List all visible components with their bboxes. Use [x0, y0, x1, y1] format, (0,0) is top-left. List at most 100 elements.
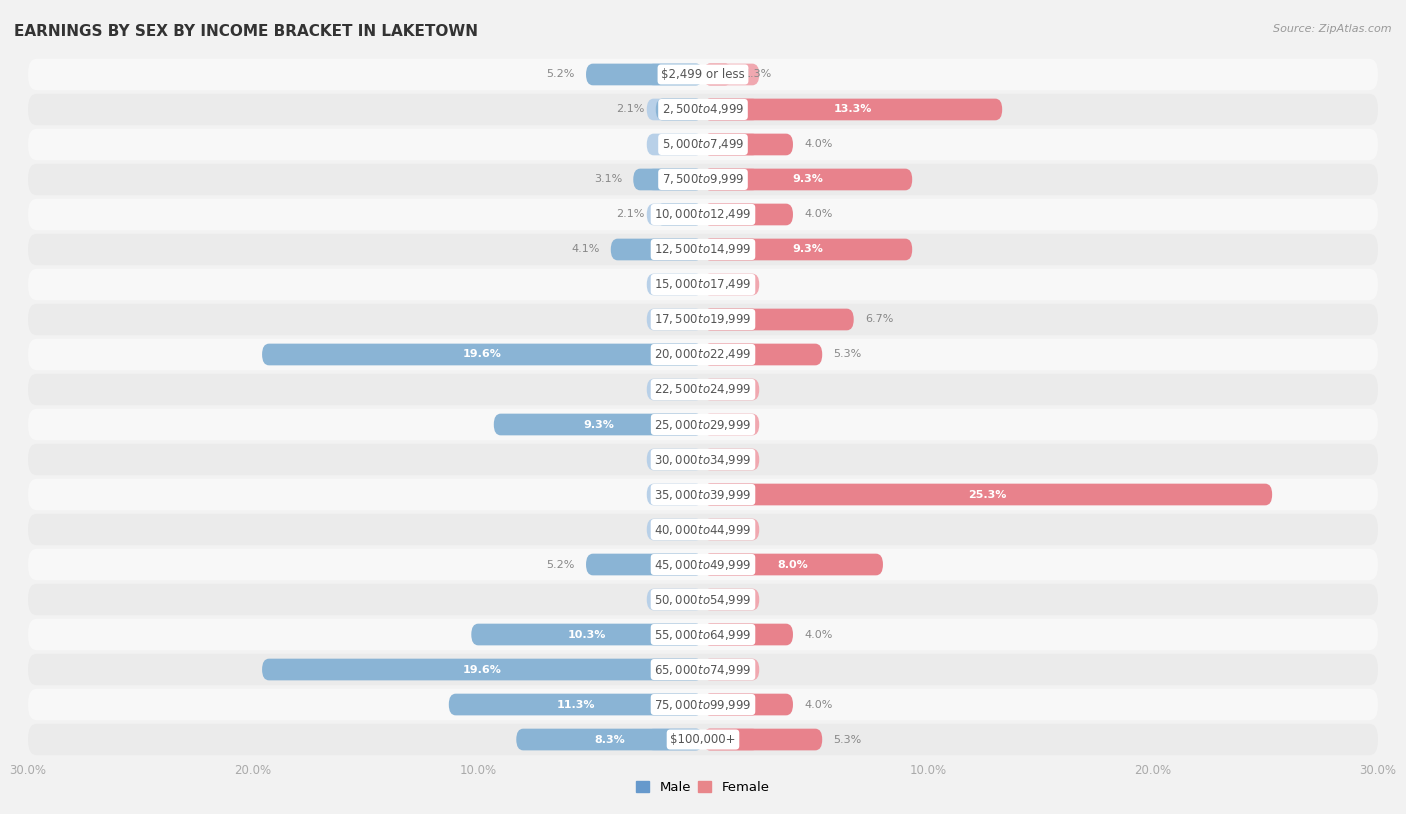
FancyBboxPatch shape	[28, 59, 1378, 90]
FancyBboxPatch shape	[471, 624, 703, 646]
FancyBboxPatch shape	[647, 414, 703, 435]
Text: $10,000 to $12,499: $10,000 to $12,499	[654, 208, 752, 221]
Text: 2.1%: 2.1%	[616, 104, 644, 115]
FancyBboxPatch shape	[703, 379, 759, 400]
FancyBboxPatch shape	[647, 63, 703, 85]
Text: 1.3%: 1.3%	[744, 69, 772, 80]
FancyBboxPatch shape	[703, 449, 759, 470]
FancyBboxPatch shape	[28, 479, 1378, 510]
FancyBboxPatch shape	[703, 414, 759, 435]
FancyBboxPatch shape	[647, 168, 703, 190]
FancyBboxPatch shape	[647, 589, 703, 610]
FancyBboxPatch shape	[28, 199, 1378, 230]
Text: Source: ZipAtlas.com: Source: ZipAtlas.com	[1274, 24, 1392, 34]
FancyBboxPatch shape	[703, 98, 1002, 120]
FancyBboxPatch shape	[703, 98, 759, 120]
FancyBboxPatch shape	[28, 304, 1378, 335]
FancyBboxPatch shape	[703, 168, 912, 190]
FancyBboxPatch shape	[647, 484, 703, 505]
FancyBboxPatch shape	[703, 519, 759, 540]
FancyBboxPatch shape	[703, 554, 759, 575]
FancyBboxPatch shape	[647, 659, 703, 681]
Text: 8.0%: 8.0%	[778, 559, 808, 570]
FancyBboxPatch shape	[703, 204, 793, 225]
Text: EARNINGS BY SEX BY INCOME BRACKET IN LAKETOWN: EARNINGS BY SEX BY INCOME BRACKET IN LAK…	[14, 24, 478, 39]
Text: $35,000 to $39,999: $35,000 to $39,999	[654, 488, 752, 501]
FancyBboxPatch shape	[28, 549, 1378, 580]
FancyBboxPatch shape	[703, 344, 823, 365]
Text: 4.0%: 4.0%	[804, 629, 832, 640]
Text: 0.0%: 0.0%	[714, 279, 742, 290]
Text: $100,000+: $100,000+	[671, 733, 735, 746]
FancyBboxPatch shape	[647, 98, 703, 120]
FancyBboxPatch shape	[647, 133, 703, 155]
FancyBboxPatch shape	[610, 239, 703, 260]
FancyBboxPatch shape	[647, 274, 703, 295]
Text: $17,500 to $19,999: $17,500 to $19,999	[654, 313, 752, 326]
FancyBboxPatch shape	[647, 344, 703, 365]
Text: 9.3%: 9.3%	[792, 244, 823, 255]
Text: 4.1%: 4.1%	[571, 244, 599, 255]
Text: 4.0%: 4.0%	[804, 699, 832, 710]
Text: 0.0%: 0.0%	[714, 419, 742, 430]
FancyBboxPatch shape	[28, 339, 1378, 370]
Text: $55,000 to $64,999: $55,000 to $64,999	[654, 628, 752, 641]
FancyBboxPatch shape	[703, 309, 853, 330]
Text: $15,000 to $17,499: $15,000 to $17,499	[654, 278, 752, 291]
Text: $7,500 to $9,999: $7,500 to $9,999	[662, 173, 744, 186]
Legend: Male, Female: Male, Female	[631, 776, 775, 799]
Text: 19.6%: 19.6%	[463, 664, 502, 675]
Text: 4.0%: 4.0%	[804, 139, 832, 150]
FancyBboxPatch shape	[703, 274, 759, 295]
FancyBboxPatch shape	[516, 729, 703, 751]
Text: 10.3%: 10.3%	[568, 629, 606, 640]
Text: 11.3%: 11.3%	[557, 699, 595, 710]
Text: 5.3%: 5.3%	[834, 349, 862, 360]
FancyBboxPatch shape	[647, 694, 703, 716]
FancyBboxPatch shape	[703, 168, 759, 190]
FancyBboxPatch shape	[28, 374, 1378, 405]
FancyBboxPatch shape	[494, 414, 703, 435]
Text: 6.7%: 6.7%	[865, 314, 893, 325]
Text: 8.3%: 8.3%	[595, 734, 626, 745]
Text: 0.0%: 0.0%	[664, 279, 692, 290]
Text: $65,000 to $74,999: $65,000 to $74,999	[654, 663, 752, 676]
FancyBboxPatch shape	[28, 94, 1378, 125]
FancyBboxPatch shape	[703, 484, 1272, 505]
FancyBboxPatch shape	[262, 344, 703, 365]
FancyBboxPatch shape	[703, 659, 759, 681]
FancyBboxPatch shape	[28, 129, 1378, 160]
Text: $25,000 to $29,999: $25,000 to $29,999	[654, 418, 752, 431]
Text: 0.0%: 0.0%	[714, 594, 742, 605]
FancyBboxPatch shape	[28, 269, 1378, 300]
FancyBboxPatch shape	[703, 729, 823, 751]
FancyBboxPatch shape	[647, 204, 703, 225]
FancyBboxPatch shape	[703, 309, 759, 330]
Text: 5.2%: 5.2%	[547, 559, 575, 570]
Text: $20,000 to $22,499: $20,000 to $22,499	[654, 348, 752, 361]
FancyBboxPatch shape	[647, 379, 703, 400]
FancyBboxPatch shape	[633, 168, 703, 190]
Text: 0.0%: 0.0%	[664, 489, 692, 500]
Text: 0.0%: 0.0%	[664, 314, 692, 325]
Text: $45,000 to $49,999: $45,000 to $49,999	[654, 558, 752, 571]
Text: $2,499 or less: $2,499 or less	[661, 68, 745, 81]
FancyBboxPatch shape	[655, 204, 703, 225]
Text: 0.0%: 0.0%	[714, 524, 742, 535]
Text: $12,500 to $14,999: $12,500 to $14,999	[654, 243, 752, 256]
FancyBboxPatch shape	[647, 239, 703, 260]
FancyBboxPatch shape	[28, 444, 1378, 475]
Text: 2.1%: 2.1%	[616, 209, 644, 220]
Text: $5,000 to $7,499: $5,000 to $7,499	[662, 138, 744, 151]
Text: 9.3%: 9.3%	[792, 174, 823, 185]
FancyBboxPatch shape	[703, 484, 759, 505]
Text: 19.6%: 19.6%	[463, 349, 502, 360]
Text: 0.0%: 0.0%	[714, 454, 742, 465]
Text: 25.3%: 25.3%	[969, 489, 1007, 500]
Text: $2,500 to $4,999: $2,500 to $4,999	[662, 103, 744, 116]
FancyBboxPatch shape	[647, 554, 703, 575]
FancyBboxPatch shape	[703, 63, 759, 85]
Text: 0.0%: 0.0%	[664, 594, 692, 605]
FancyBboxPatch shape	[655, 98, 703, 120]
FancyBboxPatch shape	[647, 624, 703, 646]
